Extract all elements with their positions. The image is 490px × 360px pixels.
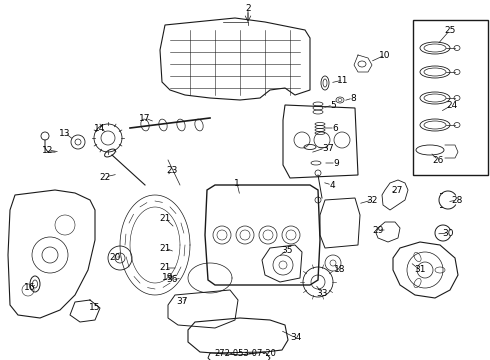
Text: 16: 16 bbox=[24, 284, 36, 292]
Text: 10: 10 bbox=[379, 50, 391, 59]
Text: 36: 36 bbox=[166, 275, 178, 284]
Text: 8: 8 bbox=[350, 94, 356, 103]
Text: 27: 27 bbox=[392, 185, 403, 194]
Text: 22: 22 bbox=[99, 172, 111, 181]
Text: 7: 7 bbox=[327, 144, 333, 153]
Text: 21: 21 bbox=[159, 243, 171, 252]
Text: 9: 9 bbox=[333, 158, 339, 167]
Text: 24: 24 bbox=[446, 100, 458, 109]
Text: 21: 21 bbox=[159, 213, 171, 222]
Text: 21: 21 bbox=[159, 264, 171, 273]
Text: 2: 2 bbox=[245, 4, 251, 13]
Text: 5: 5 bbox=[330, 100, 336, 109]
Text: 6: 6 bbox=[332, 123, 338, 132]
Text: 26: 26 bbox=[432, 156, 443, 165]
Text: 272-053-07-20: 272-053-07-20 bbox=[214, 348, 276, 357]
Text: 37: 37 bbox=[176, 297, 188, 306]
Text: 19: 19 bbox=[162, 274, 174, 283]
Text: 1: 1 bbox=[234, 179, 240, 188]
Text: 33: 33 bbox=[316, 288, 328, 297]
Text: 15: 15 bbox=[89, 303, 101, 312]
Text: 12: 12 bbox=[42, 145, 54, 154]
Text: 14: 14 bbox=[94, 123, 106, 132]
Text: 29: 29 bbox=[372, 225, 384, 234]
Text: 31: 31 bbox=[414, 266, 426, 274]
Text: 34: 34 bbox=[290, 333, 302, 342]
Text: 35: 35 bbox=[281, 246, 293, 255]
Text: 32: 32 bbox=[367, 195, 378, 204]
Text: 3: 3 bbox=[322, 144, 328, 153]
Text: 4: 4 bbox=[329, 180, 335, 189]
Text: 13: 13 bbox=[59, 129, 71, 138]
Text: 28: 28 bbox=[451, 195, 463, 204]
Text: 11: 11 bbox=[337, 76, 349, 85]
Text: 18: 18 bbox=[334, 266, 346, 274]
Text: 25: 25 bbox=[444, 26, 456, 35]
Text: 17: 17 bbox=[139, 113, 151, 122]
Text: 30: 30 bbox=[442, 229, 454, 238]
Text: 20: 20 bbox=[109, 252, 121, 261]
Text: 23: 23 bbox=[166, 166, 178, 175]
Bar bbox=[413, 20, 488, 175]
